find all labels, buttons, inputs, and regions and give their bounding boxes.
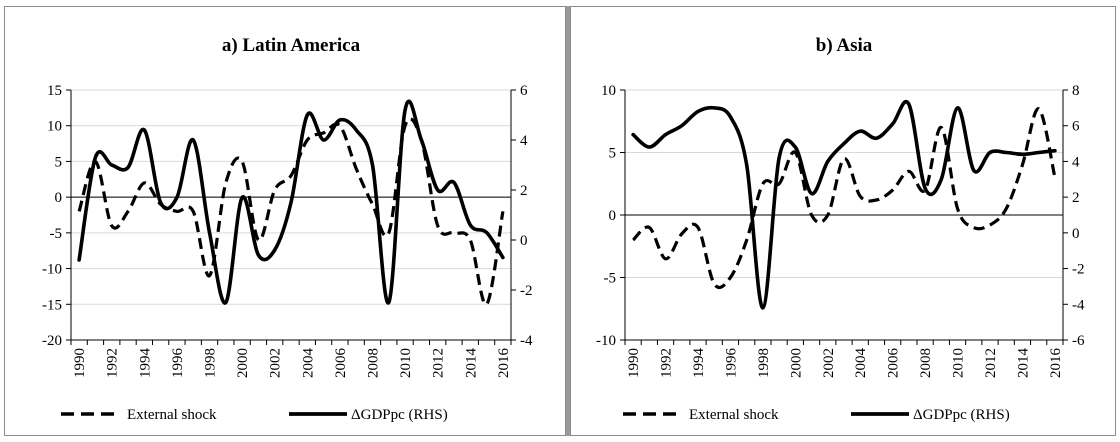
x-tick-label: 2006 <box>333 348 349 379</box>
chart-title: a) Latin America <box>222 35 361 56</box>
y-tick-label-left: 15 <box>47 83 62 99</box>
y-tick-label-right: 6 <box>1072 119 1080 135</box>
chart-latin-america: a) Latin America 15 10 5 0 -5 -10 -15 -20 6 4 2 0 -2 -… <box>42 35 533 423</box>
y-tick-label-left: -10 <box>42 262 62 278</box>
x-tick-label: 2004 <box>853 348 869 379</box>
x-tick-label: 1998 <box>203 348 219 378</box>
y-tick-label-left: 5 <box>55 154 63 170</box>
y-tick-label-right: -4 <box>1072 297 1085 313</box>
y-tick-label-left: -15 <box>42 297 62 313</box>
x-tick-label: 2010 <box>951 348 967 378</box>
y-tick-label-left: -10 <box>596 333 616 349</box>
legend-label-external-shock: External shock <box>127 407 217 423</box>
x-tick-label: 2012 <box>983 348 999 378</box>
y-tick-label-right: 2 <box>520 183 528 199</box>
x-tick-label: 1990 <box>72 348 88 378</box>
y-tick-label-right: -2 <box>520 283 533 299</box>
x-tick-label: 2008 <box>365 348 381 378</box>
series-line-external-shock <box>631 107 1057 289</box>
y-tick-label-right: 6 <box>520 83 528 99</box>
x-tick-label: 2000 <box>788 348 804 378</box>
x-tick-label: 2014 <box>463 348 479 379</box>
series-line-gdppc <box>631 100 1057 310</box>
x-tick-label: 1992 <box>105 348 121 378</box>
x-tick-label: 2004 <box>300 348 316 379</box>
y-tick-label-right: 4 <box>1072 154 1080 170</box>
x-tick-label: 2006 <box>886 348 902 379</box>
y-tick-label-right: 0 <box>1072 226 1080 242</box>
y-tick-label-left: 0 <box>609 208 617 224</box>
legend-label-gdppc: ΔGDPpc (RHS) <box>913 407 1010 423</box>
x-tick-label: 2016 <box>1048 348 1064 379</box>
y-tick-label-left: -5 <box>604 271 617 287</box>
x-tick-label: 2002 <box>821 348 837 378</box>
x-tick-label: 2016 <box>496 347 512 378</box>
legend-label-external-shock: External shock <box>689 407 779 423</box>
chart-title: b) Asia <box>816 35 873 56</box>
y-tick-label-right: -6 <box>1072 333 1085 349</box>
x-tick-label: 2014 <box>1015 348 1031 379</box>
x-tick-label: 1994 <box>691 348 707 379</box>
y-tick-label-left: -20 <box>42 333 62 349</box>
y-tick-label-left: -5 <box>50 226 63 242</box>
y-tick-label-left: 0 <box>55 190 63 206</box>
x-tick-label: 2012 <box>431 348 447 378</box>
chart-asia: b) Asia 10 5 0 -5 -10 8 6 4 2 0 -2 -4 -6 1990 1992 1994 1… <box>596 35 1085 423</box>
x-tick-label: 2002 <box>268 348 284 378</box>
y-tick-label-right: -2 <box>1072 262 1085 278</box>
series-line-external-shock <box>77 117 505 306</box>
y-tick-label-right: -4 <box>520 333 533 349</box>
chart-panel-latin-america: a) Latin America 15 10 5 0 -5 -10 -15 -20 6 4 2 0 -2 -… <box>4 6 566 436</box>
x-tick-label: 1992 <box>659 348 675 378</box>
x-tick-label: 2000 <box>235 348 251 378</box>
x-tick-label: 1996 <box>723 348 739 379</box>
x-tick-label: 1998 <box>756 348 772 378</box>
x-tick-label: 1994 <box>137 348 153 379</box>
y-tick-label-left: 5 <box>609 146 617 162</box>
y-tick-label-right: 0 <box>520 233 528 249</box>
y-tick-label-right: 4 <box>520 133 528 149</box>
x-tick-label: 1990 <box>626 348 642 378</box>
chart-panel-asia: b) Asia 10 5 0 -5 -10 8 6 4 2 0 -2 -4 -6 1990 1992 1994 1… <box>570 6 1116 436</box>
series-line-gdppc <box>77 99 505 305</box>
panel-divider <box>566 6 570 436</box>
legend-label-gdppc: ΔGDPpc (RHS) <box>351 407 448 423</box>
y-tick-label-right: 2 <box>1072 190 1080 206</box>
x-tick-label: 2010 <box>398 348 414 378</box>
y-tick-label-left: 10 <box>47 119 62 135</box>
y-tick-label-left: 10 <box>601 83 616 99</box>
x-tick-label: 1996 <box>170 348 186 379</box>
x-tick-label: 2008 <box>918 348 934 378</box>
y-tick-label-right: 8 <box>1072 83 1080 99</box>
